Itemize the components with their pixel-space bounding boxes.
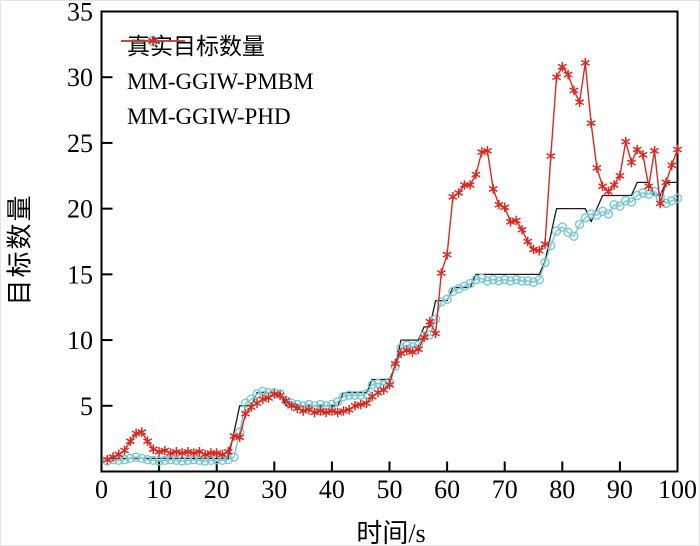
legend-label-pmbm: MM-GGIW-PMBM: [127, 69, 314, 94]
x-tick-label: 40: [319, 475, 345, 504]
phd-line-swatch: [121, 36, 185, 46]
legend-item-pmbm: MM-GGIW-PMBM: [119, 35, 314, 99]
x-tick-label: 80: [549, 475, 575, 504]
legend-label-phd: MM-GGIW-PHD: [127, 104, 291, 129]
x-tick-label: 0: [95, 475, 108, 504]
x-tick-label: 60: [434, 475, 460, 504]
series-true-line: [107, 181, 678, 460]
x-tick-label: 20: [204, 475, 230, 504]
y-tick-label: 5: [80, 392, 93, 421]
y-tick-label: 20: [67, 195, 93, 224]
x-tick-label: 100: [658, 475, 697, 504]
x-tick-label: 70: [492, 475, 518, 504]
y-tick-label: 35: [67, 1, 93, 27]
x-tick-label: 10: [146, 475, 172, 504]
axes-box: [100, 10, 679, 473]
x-tick-label: 90: [607, 475, 633, 504]
y-tick-label: 10: [67, 326, 93, 355]
y-tick-label: 30: [67, 63, 93, 92]
series-pmbm-line: [107, 190, 678, 462]
legend-item-phd: MM-GGIW-PHD: [119, 36, 314, 134]
y-tick-label: 15: [67, 260, 93, 289]
series-phd-markers: [102, 58, 683, 465]
x-tick-label: 50: [377, 475, 403, 504]
y-axis-title: 目标数量: [5, 193, 35, 306]
y-tick-label: 25: [67, 129, 93, 158]
legend: 真实目标数量 MM-GGIW-PMBM MM-GGIW-PHD: [119, 29, 314, 134]
x-tick-label: 30: [261, 475, 287, 504]
series-pmbm-markers: [102, 186, 683, 466]
x-axis-title: 时间/s: [356, 519, 426, 546]
